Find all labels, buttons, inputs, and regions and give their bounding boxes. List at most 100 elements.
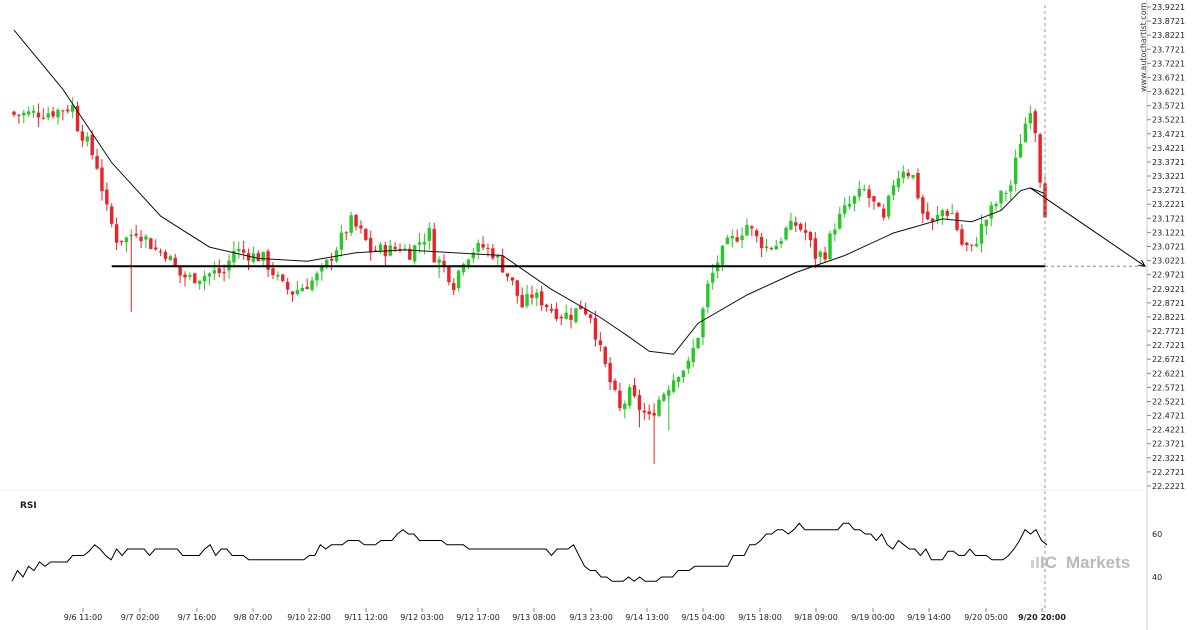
candle-body: [325, 259, 329, 268]
candle-body: [149, 238, 153, 249]
candle-down: [90, 130, 94, 160]
candle-up: [691, 339, 695, 368]
candle-body: [906, 172, 910, 177]
brand-bar-icon: [1031, 560, 1034, 568]
candle-body: [823, 252, 827, 260]
candle-up: [994, 201, 998, 211]
candle-up: [696, 337, 700, 350]
candle-body: [193, 273, 197, 284]
candle-body: [114, 224, 119, 243]
candle-down: [408, 244, 412, 260]
candle-up: [188, 272, 192, 281]
candle-down: [12, 110, 16, 118]
candle-up: [1009, 179, 1013, 201]
candle-body: [813, 238, 818, 259]
candle-body: [300, 287, 304, 292]
price-tick-label: 22.2721: [1152, 468, 1185, 477]
candle-down: [432, 222, 436, 263]
candle-body: [818, 251, 822, 257]
candle-body: [80, 131, 85, 141]
candle-down: [530, 285, 534, 305]
candle-body: [178, 266, 182, 276]
candle-body: [1023, 123, 1028, 142]
candle-up: [300, 284, 304, 292]
candle-down: [100, 159, 104, 201]
candle-up: [999, 189, 1003, 211]
candle-body: [838, 213, 842, 229]
candle-body: [759, 237, 764, 249]
candle-up: [940, 209, 945, 225]
candle-up: [70, 97, 75, 119]
candle-down: [364, 228, 368, 242]
candle-body: [867, 189, 871, 198]
price-tick-label: 22.7221: [1152, 341, 1185, 350]
time-tick-label: 9/12 03:00: [400, 613, 444, 622]
candle-down: [520, 287, 524, 309]
candle-down: [153, 239, 158, 251]
candle-body: [730, 236, 734, 239]
candle-up: [1023, 117, 1028, 143]
candle-body: [266, 251, 270, 270]
candle-body: [481, 244, 485, 248]
candle-down: [110, 203, 114, 228]
candle-down: [618, 382, 622, 412]
candle-body: [994, 203, 998, 207]
candle-down: [877, 201, 881, 207]
candle-body: [1013, 157, 1018, 184]
candle-down: [882, 203, 886, 221]
candle-body: [422, 241, 427, 245]
candle-body: [163, 252, 168, 259]
candle-body: [12, 111, 16, 115]
candle-body: [456, 270, 461, 289]
candle-body: [979, 224, 984, 244]
projection-arrow-head: [1138, 259, 1146, 267]
candle-down: [500, 248, 505, 274]
candle-body: [197, 280, 202, 284]
rsi-tick-label: 40: [1152, 573, 1162, 582]
candle-down: [241, 240, 246, 260]
candle-down: [735, 229, 739, 243]
candle-up: [974, 236, 979, 248]
candle-down: [217, 259, 221, 278]
candle-up: [676, 376, 681, 388]
candle-body: [212, 270, 217, 274]
price-tick-label: 22.3221: [1152, 454, 1185, 463]
candle-body: [46, 113, 50, 118]
candle-body: [984, 219, 989, 226]
candle-down: [290, 290, 295, 302]
candle-body: [603, 347, 607, 364]
candle-body: [588, 314, 593, 319]
candle-down: [867, 184, 871, 208]
candle-body: [901, 171, 906, 179]
price-tick-label: 23.2221: [1152, 200, 1185, 209]
candle-down: [285, 278, 290, 295]
candle-down: [271, 262, 275, 280]
candle-body: [789, 220, 793, 230]
candle-up: [725, 234, 730, 245]
candle-body: [882, 208, 886, 218]
chart-frame: [0, 0, 1148, 630]
time-tick-label: 9/11 12:00: [344, 613, 388, 622]
candle-up: [525, 284, 529, 309]
candle-body: [246, 253, 251, 261]
candle-down: [930, 217, 935, 231]
candle-body: [344, 232, 348, 234]
candle-body: [461, 264, 466, 273]
candle-body: [833, 229, 837, 235]
candle-body: [755, 230, 759, 237]
candle-up: [779, 237, 783, 248]
candle-body: [22, 112, 26, 116]
candle-body: [188, 275, 192, 277]
price-tick-label: 22.3721: [1152, 440, 1185, 449]
candle-down: [632, 377, 637, 399]
price-tick-label: 23.1221: [1152, 228, 1185, 237]
price-tick-label: 22.8221: [1152, 313, 1185, 322]
candle-body: [315, 273, 319, 281]
candle-down: [66, 104, 70, 114]
candle-body: [950, 213, 954, 215]
candle-body: [364, 228, 368, 240]
candle-down: [750, 225, 754, 237]
candle-body: [173, 257, 177, 267]
candle-down: [926, 202, 930, 221]
candle-down: [149, 237, 153, 250]
